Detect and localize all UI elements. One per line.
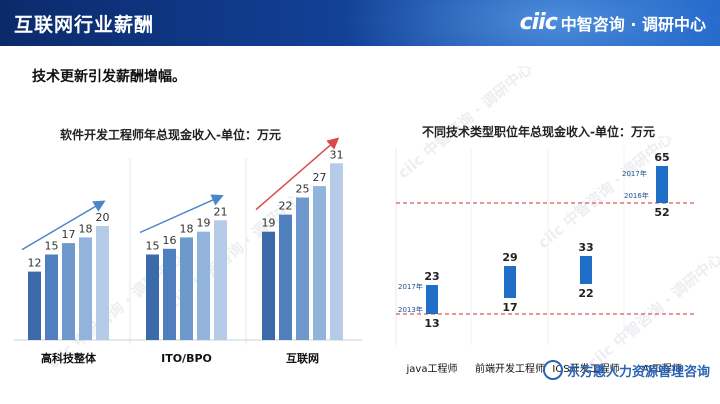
year-label-2017: 2017年 — [622, 169, 647, 178]
bar — [330, 163, 343, 340]
data-label-low: 52 — [654, 206, 669, 219]
bar — [62, 243, 75, 340]
data-label: 17 — [62, 228, 76, 241]
bar — [45, 254, 58, 340]
page-title: 互联网行业薪酬 — [14, 14, 155, 36]
category-label: IOS开发工程师 — [552, 362, 619, 375]
logo-mark: ciic — [519, 10, 558, 35]
category-label: ITO/BPO — [161, 352, 212, 365]
range-bar — [580, 256, 592, 284]
category-label: 互联网 — [286, 351, 319, 365]
data-label-low: 17 — [502, 301, 517, 314]
year-label-2017: 2017年 — [398, 282, 423, 291]
data-label-high: 23 — [424, 270, 439, 283]
chart-title-right: 不同技术类型职位年总现金收入-单位：万元 — [422, 125, 655, 139]
data-label-high: 65 — [654, 151, 669, 164]
range-bar — [656, 166, 668, 203]
data-label-low: 22 — [578, 287, 593, 300]
bar — [96, 226, 109, 340]
bar — [79, 237, 92, 340]
footer-text: 东方惠人力资源管理咨询 — [566, 364, 710, 380]
header-glow — [340, 0, 720, 46]
data-label: 22 — [279, 200, 293, 213]
bar — [214, 220, 227, 340]
category-label: AI工程师 — [642, 362, 682, 375]
trend-arrow — [255, 137, 340, 211]
category-label: 前端开发工程师 — [475, 362, 545, 375]
category-label: 高科技整体 — [41, 351, 97, 365]
data-label-high: 29 — [502, 251, 517, 264]
chart-title-left: 软件开发工程师年总现金收入-单位：万元 — [60, 128, 281, 142]
bar — [197, 231, 210, 340]
data-label-high: 33 — [578, 241, 593, 254]
data-label: 19 — [197, 217, 211, 230]
footer-credit: 东方惠人力资源管理咨询 — [542, 360, 710, 380]
bar — [313, 186, 326, 340]
year-label-2013: 2013年 — [398, 305, 423, 314]
bar — [28, 271, 41, 340]
data-label: 20 — [96, 211, 110, 224]
logo-text: 中智咨询 · 调研中心 — [560, 14, 706, 34]
data-label: 15 — [45, 240, 59, 253]
bar — [146, 254, 159, 340]
brand-logo: ciic 中智咨询 · 调研中心 — [520, 10, 706, 35]
data-label: 12 — [28, 257, 42, 270]
wechat-icon — [542, 360, 563, 380]
data-label: 18 — [180, 222, 194, 235]
bar — [262, 231, 275, 340]
range-bar — [504, 266, 516, 298]
data-label: 18 — [79, 222, 93, 235]
data-label: 16 — [163, 234, 177, 247]
trend-arrow — [21, 200, 106, 251]
trend-arrow — [139, 194, 224, 234]
category-label: java工程师 — [406, 362, 458, 375]
data-label: 27 — [313, 171, 327, 184]
bar — [279, 214, 292, 340]
data-label-low: 13 — [424, 317, 439, 330]
data-label: 19 — [262, 217, 276, 230]
data-label: 15 — [146, 240, 160, 253]
bar — [163, 248, 176, 340]
data-label: 25 — [296, 183, 310, 196]
bar — [180, 237, 193, 340]
year-label-2016: 2016年 — [624, 191, 649, 200]
header-bar: 互联网行业薪酬 ciic 中智咨询 · 调研中心 — [0, 0, 720, 46]
data-label: 21 — [214, 205, 228, 218]
data-label: 31 — [330, 148, 344, 161]
slide-subtitle: 技术更新引发薪酬增幅。 — [32, 69, 186, 85]
range-bar — [426, 285, 438, 314]
bar — [296, 197, 309, 340]
